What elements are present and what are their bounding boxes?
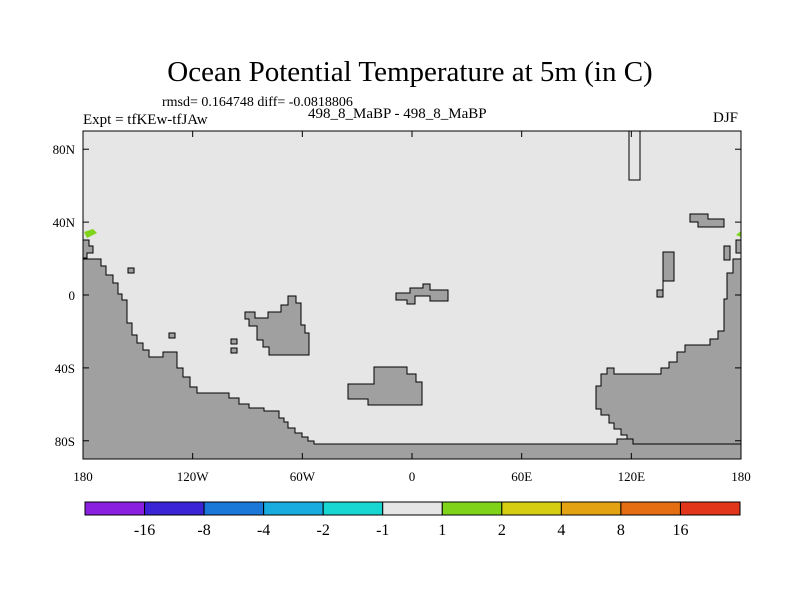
experiment-label: Expt = tfKEw-tfJAw bbox=[83, 112, 208, 128]
y-tick-label: 40N bbox=[53, 215, 76, 230]
x-tick-label: 60E bbox=[511, 469, 532, 484]
colorbar-bin bbox=[679, 501, 741, 516]
colorbar-bin bbox=[501, 501, 562, 516]
y-tick-label: 80N bbox=[53, 142, 76, 157]
colorbar-label: -16 bbox=[134, 522, 155, 539]
x-tick-label: 120E bbox=[618, 469, 646, 484]
land-south-central-continent bbox=[347, 366, 423, 406]
colorbar-bin bbox=[560, 501, 622, 516]
land-northeast-edge bbox=[735, 239, 742, 254]
x-tick-label: 180 bbox=[73, 469, 93, 484]
map-title: Ocean Potential Temperature at 5m (in C) bbox=[167, 56, 653, 88]
colorbar-label: -2 bbox=[317, 522, 330, 539]
colorbar-label: 1 bbox=[438, 522, 446, 539]
colorbar-label: 2 bbox=[498, 522, 506, 539]
land-equatorial-continent bbox=[395, 283, 449, 305]
land-south-america-antarctica bbox=[82, 258, 742, 460]
colorbar-label: -1 bbox=[376, 522, 389, 539]
stats-line: rmsd= 0.164748 diff= -0.0818806 bbox=[162, 95, 353, 110]
land-small-islet bbox=[168, 332, 176, 339]
colorbar-label: -8 bbox=[197, 522, 210, 539]
anomaly-patch-west bbox=[84, 229, 97, 238]
land-central-west-continent bbox=[244, 295, 310, 356]
land-small-islet bbox=[127, 267, 135, 274]
y-tick-label: 40S bbox=[55, 361, 75, 376]
anomaly-patch-east bbox=[736, 231, 741, 237]
colorbar-bin bbox=[620, 501, 681, 516]
arctic-coastline bbox=[628, 131, 641, 181]
case-label: 498_8_MaBP - 498_8_MaBP bbox=[308, 106, 487, 122]
land-small-islet bbox=[723, 245, 731, 261]
season-label: DJF bbox=[713, 110, 739, 126]
land-northeast-island bbox=[689, 213, 725, 228]
colorbar-label: 16 bbox=[672, 522, 688, 539]
colorbar-bin bbox=[263, 501, 324, 516]
y-axis-ticks: 80N 40N 0 40S 80S bbox=[53, 142, 741, 449]
colorbar-bin bbox=[382, 501, 443, 516]
colorbar: -16 -8 -4 -2 -1 1 2 4 8 16 bbox=[84, 501, 741, 539]
x-axis-ticks: 180 120W 60W 0 60E 120E 180 bbox=[73, 131, 751, 484]
land-east-continent bbox=[595, 258, 742, 445]
land-small-islet bbox=[230, 347, 238, 354]
y-tick-label: 0 bbox=[69, 288, 76, 303]
colorbar-label: 4 bbox=[557, 522, 565, 539]
land-east-island bbox=[656, 251, 675, 298]
colorbar-bin bbox=[203, 501, 265, 516]
colorbar-bin bbox=[322, 501, 384, 516]
colorbar-bin bbox=[84, 501, 146, 516]
colorbar-bin bbox=[144, 501, 205, 516]
x-tick-label: 180 bbox=[731, 469, 751, 484]
map-plot-area bbox=[82, 130, 742, 460]
x-tick-label: 0 bbox=[409, 469, 416, 484]
colorbar-label: 8 bbox=[617, 522, 625, 539]
x-tick-label: 120W bbox=[177, 469, 210, 484]
y-tick-label: 80S bbox=[55, 434, 75, 449]
colorbar-label: -4 bbox=[257, 522, 270, 539]
land-northwest-fragment bbox=[82, 239, 94, 259]
colorbar-bin bbox=[441, 501, 503, 516]
x-tick-label: 60W bbox=[290, 469, 316, 484]
land-small-islet bbox=[230, 338, 238, 345]
